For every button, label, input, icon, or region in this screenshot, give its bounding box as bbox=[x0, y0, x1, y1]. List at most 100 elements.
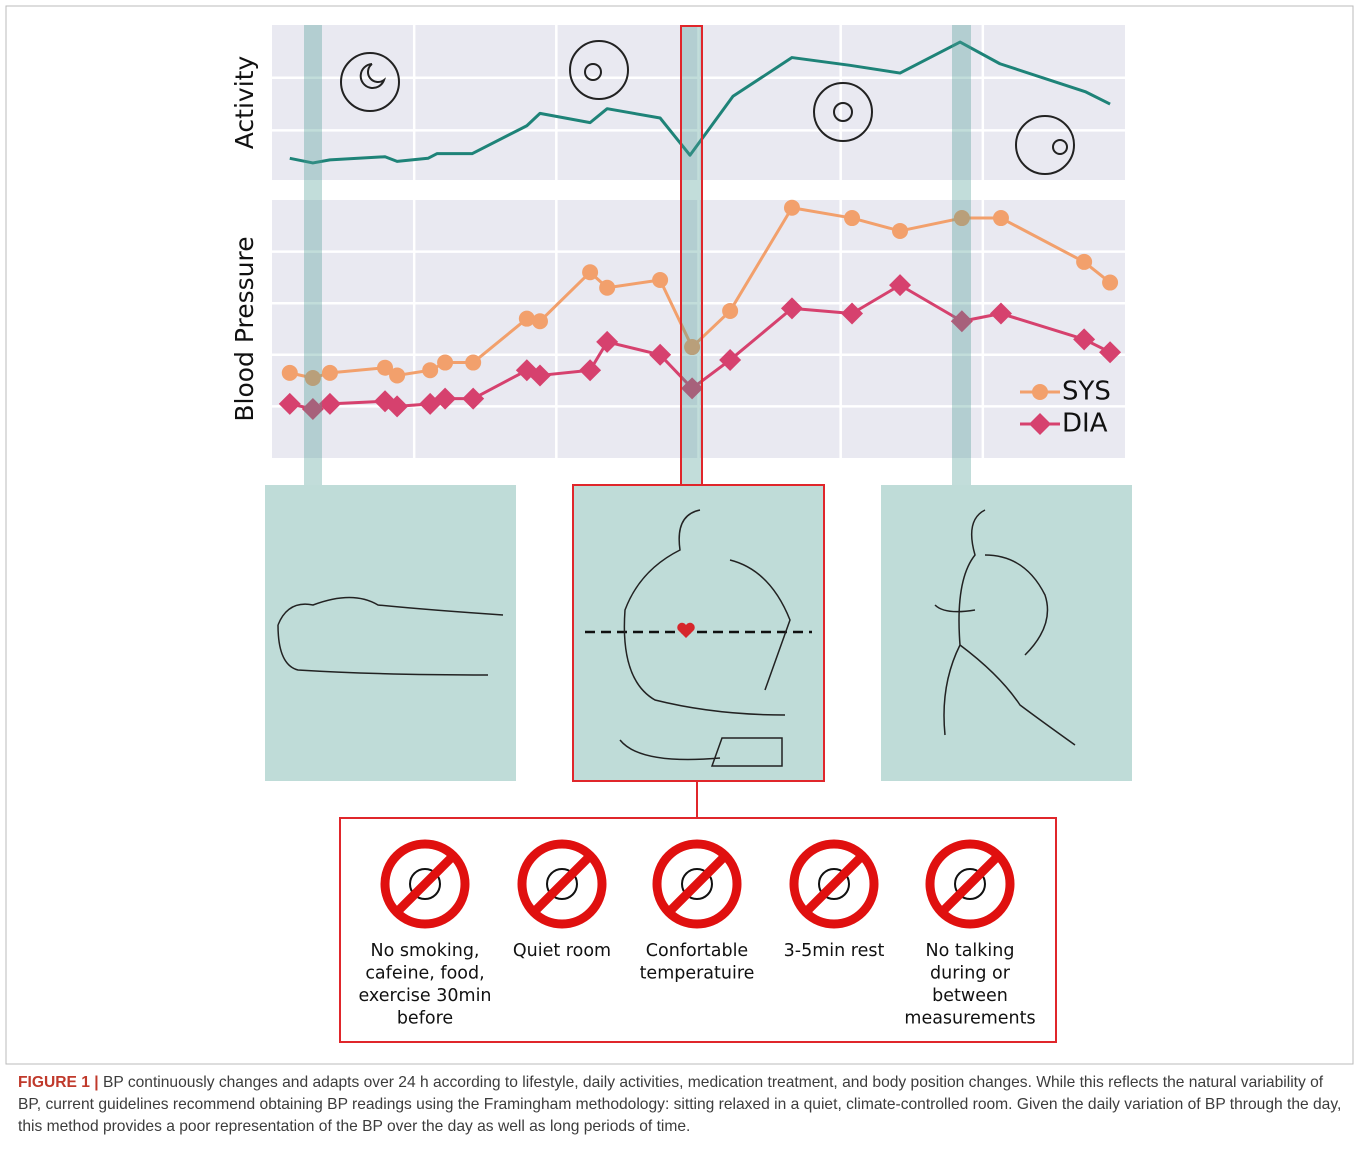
heart bbox=[677, 622, 695, 638]
prohibition-ring bbox=[789, 839, 879, 929]
marker bbox=[531, 313, 548, 330]
prohibition-ring bbox=[925, 839, 1015, 929]
prohibition-slash bbox=[938, 852, 1002, 916]
marker bbox=[437, 354, 454, 371]
caption: FIGURE 1 | BP continuously changes and a… bbox=[18, 1072, 1344, 1138]
marker bbox=[281, 364, 298, 381]
sleeping-person bbox=[277, 596, 504, 676]
guideline-label: Quiet room bbox=[513, 941, 611, 961]
marker bbox=[304, 370, 321, 387]
guideline-label: measurements bbox=[904, 1009, 1035, 1029]
marker bbox=[1032, 384, 1048, 400]
run-panel bbox=[881, 485, 1132, 781]
marker bbox=[386, 395, 409, 418]
marker bbox=[278, 392, 301, 415]
legend-label: SYS bbox=[1062, 377, 1111, 407]
marker bbox=[992, 210, 1009, 227]
icon-core bbox=[409, 868, 441, 900]
moon bbox=[359, 63, 387, 89]
marker bbox=[783, 199, 800, 216]
marker bbox=[1029, 413, 1051, 435]
marker bbox=[599, 279, 616, 296]
marker bbox=[318, 392, 341, 415]
guideline-label: No talking bbox=[925, 941, 1014, 961]
highlight-bands bbox=[304, 25, 971, 487]
marker bbox=[579, 359, 602, 382]
morning-icon bbox=[569, 40, 629, 100]
guideline-icon bbox=[517, 839, 607, 929]
guideline-label: temperatuire bbox=[640, 964, 755, 984]
marker bbox=[722, 302, 739, 319]
marker bbox=[892, 222, 909, 239]
sleep-panel bbox=[265, 485, 516, 781]
prohibition-ring bbox=[517, 839, 607, 929]
marker bbox=[389, 367, 406, 384]
sun bbox=[584, 63, 602, 81]
icon-core bbox=[818, 868, 850, 900]
figure-frame bbox=[5, 5, 1354, 1065]
y-axis-label: Blood Pressure bbox=[230, 236, 259, 421]
legend-label: DIA bbox=[1062, 409, 1108, 439]
marker bbox=[434, 387, 457, 410]
night-icon bbox=[340, 52, 400, 112]
marker bbox=[582, 264, 599, 281]
guideline-icon bbox=[652, 839, 742, 929]
marker bbox=[953, 210, 970, 227]
guideline-label: during or bbox=[930, 964, 1011, 984]
marker bbox=[780, 297, 803, 320]
band bbox=[952, 25, 971, 487]
prohibition-slash bbox=[802, 852, 866, 916]
guideline-label: cafeine, food, bbox=[365, 964, 484, 984]
y-axis-label: Activity bbox=[230, 56, 259, 150]
marker bbox=[950, 310, 973, 333]
marker bbox=[465, 354, 482, 371]
guideline-label: exercise 30min bbox=[358, 986, 491, 1006]
marker bbox=[462, 387, 485, 410]
guideline-label: Confortable bbox=[646, 941, 748, 961]
guideline-label: between bbox=[932, 986, 1008, 1006]
noon-icon bbox=[813, 82, 873, 142]
marker bbox=[1099, 341, 1122, 364]
evening-icon bbox=[1015, 115, 1075, 175]
prohibition-ring bbox=[380, 839, 470, 929]
marker bbox=[649, 343, 672, 366]
marker bbox=[528, 364, 551, 387]
caption-text: BP continuously changes and adapts over … bbox=[18, 1074, 1342, 1135]
guideline-icon bbox=[789, 839, 879, 929]
marker bbox=[1102, 274, 1119, 291]
marker bbox=[1073, 328, 1096, 351]
icon-core bbox=[681, 868, 713, 900]
data-line bbox=[289, 40, 1111, 165]
marker bbox=[841, 302, 864, 325]
guideline-label: No smoking, bbox=[371, 941, 480, 961]
prohibition-ring bbox=[652, 839, 742, 929]
marker bbox=[989, 302, 1012, 325]
running-person bbox=[934, 509, 1076, 746]
prohibition-slash bbox=[530, 852, 594, 916]
caption-label: FIGURE 1 | bbox=[18, 1074, 99, 1091]
marker bbox=[684, 339, 701, 356]
marker bbox=[422, 362, 439, 379]
sun bbox=[833, 102, 853, 122]
marker bbox=[652, 271, 669, 288]
band bbox=[304, 25, 322, 487]
guideline-icon bbox=[925, 839, 1015, 929]
marker bbox=[321, 364, 338, 381]
time-icons bbox=[340, 40, 1075, 175]
seated-person bbox=[619, 509, 791, 767]
prohibition-slash bbox=[665, 852, 729, 916]
scene-panels bbox=[265, 484, 1132, 782]
sun bbox=[1052, 139, 1068, 155]
guideline-label: 3-5min rest bbox=[784, 941, 885, 961]
icon-core bbox=[954, 868, 986, 900]
guidelines: No smoking, cafeine, food,exercise 30min b… bbox=[358, 839, 1036, 1029]
icon-core bbox=[546, 868, 578, 900]
marker bbox=[596, 330, 619, 353]
prohibition-slash bbox=[393, 852, 457, 916]
marker bbox=[844, 210, 861, 227]
guideline-icon bbox=[380, 839, 470, 929]
marker bbox=[518, 310, 535, 327]
